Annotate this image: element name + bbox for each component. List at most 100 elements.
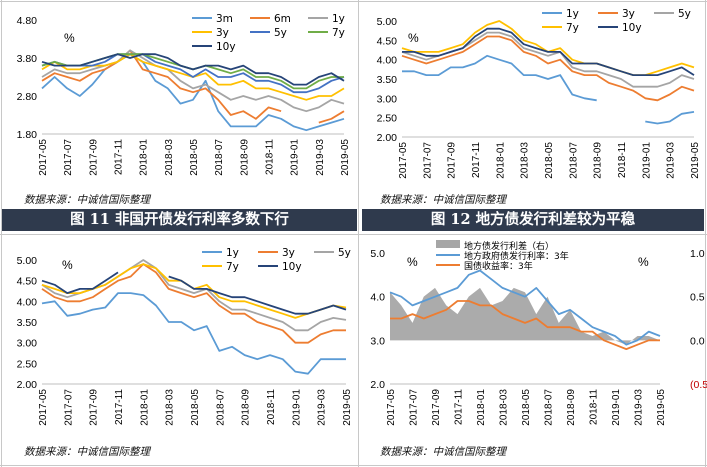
- y-tick-label: 2.0: [370, 379, 385, 391]
- x-tick-label: 2019-03: [317, 389, 328, 426]
- x-tick-label: 2018-07: [544, 389, 555, 426]
- y-tick-label: 4.80: [17, 15, 38, 27]
- x-tick-label: 2019-05: [690, 142, 701, 179]
- x-tick-label: 2017-05: [38, 389, 49, 426]
- legend-label: 1y: [226, 247, 239, 259]
- x-tick-label: 2018-11: [589, 389, 600, 425]
- series-line-1y: [41, 292, 346, 375]
- y-tick-label: 4.50: [17, 276, 38, 288]
- x-tick-label: 2018-01: [139, 389, 150, 426]
- legend-label: 5y: [338, 247, 351, 259]
- unit-label-right: %: [638, 255, 649, 269]
- source-note-1: 数据来源：中诚信国际整理: [24, 194, 150, 206]
- y-tick-label: 2.50: [377, 113, 398, 125]
- chart-panel-4: 5.0 4.0 3.0 2.0 1.0 0.5 0.0 (0.5) 2017-05 2017-07…: [360, 236, 707, 439]
- legend-label: 3y: [282, 247, 295, 259]
- source-note-3: 数据来源：中诚信国际整理: [24, 446, 150, 458]
- y-tick-label: 3.00: [17, 338, 38, 350]
- legend-label: 1y: [566, 8, 579, 20]
- legend-label: 3y: [622, 8, 635, 20]
- chart-panel-2: 5.00 4.50 4.00 3.50 3.00 2.50 2.00 2017-05 2017-…: [360, 2, 704, 190]
- x-tick-label: 2018-03: [520, 142, 531, 179]
- legend-label: 地方债发行利差（右）: [464, 240, 554, 252]
- x-tick-label: 2017-05: [386, 389, 397, 426]
- figure-12-caption: 图 12 地方债发行利差较为平稳: [362, 209, 704, 231]
- y-tick-label: 4.00: [377, 55, 398, 67]
- y-tick-label: 5.0: [370, 248, 385, 260]
- frame-line-left: [1, 0, 2, 467]
- x-tick-label: 2018-09: [239, 139, 250, 176]
- legend-label: 7y: [332, 27, 345, 39]
- x-tick-label: 2019-03: [666, 142, 677, 179]
- y-tick-label: 2.50: [17, 358, 38, 370]
- legend-label: 10y: [622, 22, 642, 34]
- source-note-2: 数据来源：中诚信国际整理: [380, 194, 506, 206]
- x-tick-label: 2018-01: [139, 139, 150, 176]
- y-tick-label: 3.0: [370, 335, 385, 347]
- series-line-1y: [402, 54, 695, 125]
- y-tick-label: 3.80: [17, 53, 38, 65]
- x-tick-label: 2018-09: [566, 389, 577, 426]
- legend-label: 5y: [274, 27, 287, 39]
- series-line-10y: [41, 271, 347, 315]
- legend-label: 5y: [678, 8, 691, 20]
- y-tick-label: 3.00: [377, 93, 398, 105]
- x-tick-label: 2017-11: [114, 389, 125, 425]
- y-tick-label: 2.00: [377, 132, 398, 144]
- x-tick-label: 2019-01: [611, 389, 622, 426]
- x-tick-label: 2019-05: [340, 139, 351, 176]
- y-tick-label: 2.80: [17, 91, 38, 103]
- unit-label: %: [62, 258, 73, 272]
- x-tick-label: 2017-11: [471, 142, 482, 178]
- legend-label: 7y: [226, 261, 239, 273]
- y-tick-label: 4.50: [377, 35, 398, 47]
- spread-area: [390, 287, 660, 345]
- y-tick-label: 4.0: [370, 292, 385, 304]
- x-tick-label: 2019-03: [634, 389, 645, 426]
- x-tick-label: 2017-11: [454, 389, 465, 425]
- x-tick-label: 2019-01: [291, 389, 302, 426]
- x-tick-label: 2018-11: [266, 389, 277, 425]
- y2-tick-label: 0.5: [690, 292, 705, 304]
- series-line-国债收益率：3年: [390, 300, 660, 350]
- x-tick-label: 2017-09: [88, 139, 99, 176]
- series-line-5y: [41, 53, 345, 94]
- chart-panel-1: 4.80 3.80 2.80 1.80 2017-05 2017-07 2017-09 201…: [2, 2, 357, 190]
- x-tick-label: 2019-03: [315, 139, 326, 176]
- x-tick-label: 2018-09: [593, 142, 604, 179]
- source-note-4: 数据来源：中诚信国际整理: [380, 446, 506, 458]
- x-tick-label: 2018-03: [499, 389, 510, 426]
- legend-swatch: [436, 240, 460, 248]
- x-tick-label: 2017-07: [63, 139, 74, 176]
- y2-tick-label: 0.0: [690, 335, 705, 347]
- x-tick-label: 2018-07: [215, 389, 226, 426]
- x-tick-label: 2019-01: [290, 139, 301, 176]
- x-tick-label: 2017-11: [114, 139, 125, 175]
- y-tick-label: 5.00: [17, 255, 38, 267]
- series-line-6m: [41, 49, 345, 124]
- x-tick-label: 2017-09: [431, 389, 442, 426]
- x-tick-label: 2018-03: [165, 389, 176, 426]
- legend-label: 国债收益率：3年: [464, 260, 533, 272]
- series-line-地方政府债发行利率：3年: [389, 269, 661, 346]
- x-tick-label: 2017-05: [398, 142, 409, 179]
- frame-line-bottom: [0, 465, 707, 466]
- y2-tick-label: (0.5): [690, 379, 707, 391]
- frame-line-right: [705, 0, 706, 467]
- frame-line-center: [358, 0, 359, 467]
- legend-label: 3y: [216, 27, 229, 39]
- series-line-1y: [41, 49, 345, 113]
- series-line-10y: [402, 27, 695, 76]
- series-line-3m: [41, 53, 345, 132]
- x-tick-label: 2017-07: [63, 389, 74, 426]
- x-tick-label: 2018-01: [476, 389, 487, 426]
- y-tick-label: 3.50: [377, 74, 398, 86]
- chart-panel-3: 5.00 4.50 4.00 3.50 3.00 2.50 2.00 2017-05 2017-…: [2, 236, 357, 439]
- y-tick-label: 3.50: [17, 317, 38, 329]
- legend-label: 地方政府债发行利率：3年: [464, 250, 569, 262]
- x-tick-label: 2017-07: [422, 142, 433, 179]
- series-line-3y: [41, 263, 346, 344]
- legend-label: 10y: [216, 41, 236, 53]
- x-tick-label: 2017-07: [409, 389, 420, 426]
